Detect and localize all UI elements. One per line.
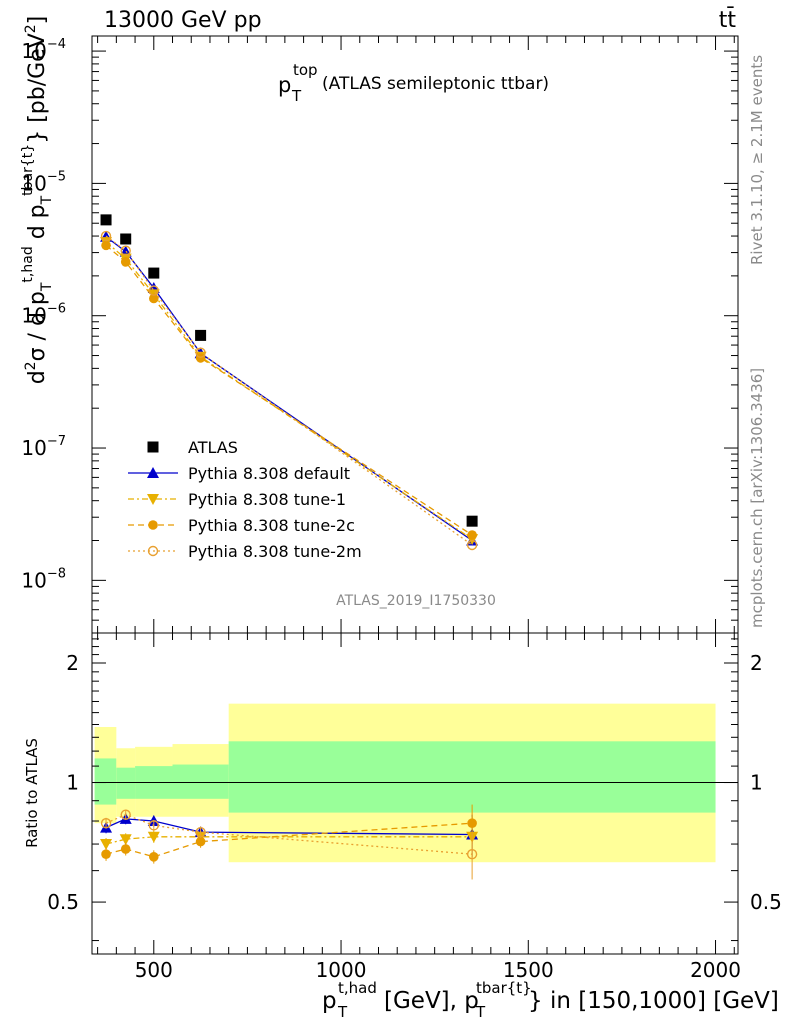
svg-text:tbar{t}: tbar{t} — [476, 979, 532, 997]
ratio-y-tick-label: 2 — [66, 651, 79, 675]
y-tick-label: 10−8 — [21, 566, 66, 592]
ratio-bands — [92, 703, 738, 863]
point-pythia-8-308-tune-2c — [101, 240, 111, 251]
svg-text:p: p — [278, 73, 291, 97]
point-atlas — [466, 515, 478, 527]
ratio-line-pythia-8-308-tune-1 — [105, 836, 473, 845]
y-tick-label: 10−5 — [21, 169, 66, 195]
legend-label: Pythia 8.308 default — [188, 464, 350, 483]
legend-entry-atlas: ATLAS — [147, 438, 238, 457]
energy-label: 13000 GeV pp — [104, 8, 262, 33]
ratio-y-tick-label: 0.5 — [47, 890, 79, 914]
ratio-point-pythia-8-308-tune-2c — [148, 852, 159, 862]
ratio-y-tick-label: 1 — [66, 771, 79, 795]
svg-text:} in [150,1000] [GeV]: } in [150,1000] [GeV] — [528, 988, 779, 1014]
point-pythia-8-308-tune-2m — [195, 347, 206, 358]
legend-label: Pythia 8.308 tune-2c — [188, 516, 355, 535]
ratio-point-pythia-8-308-tune-1 — [100, 839, 113, 851]
ratio-point-pythia-8-308-tune-2m — [148, 820, 159, 831]
y-tick-label: 10−7 — [21, 434, 66, 460]
point-atlas — [148, 267, 160, 279]
ratio-point-pythia-8-308-tune-2m — [195, 826, 206, 838]
rivet-label: Rivet 3.1.10, ≥ 2.1M events — [748, 55, 766, 265]
svg-text:d2σ / d pTt,had d pTtbar{t}} [: d2σ / d pTt,had d pTtbar{t}} [pb/GeV2] — [20, 16, 55, 385]
main-series-layer — [100, 214, 479, 551]
axis-ticks — [92, 36, 738, 954]
svg-text:T: T — [337, 1003, 348, 1021]
point-atlas — [120, 233, 132, 245]
ratio-band-green — [228, 741, 716, 813]
main-ylabel: d2σ / d pTt,had d pTtbar{t}} [pb/GeV2] — [20, 16, 55, 385]
legend-marker — [147, 467, 159, 478]
svg-text:T: T — [291, 87, 302, 105]
analysis-watermark: ATLAS_2019_I1750330 — [336, 593, 496, 609]
svg-text:top: top — [293, 61, 318, 79]
ratio-line-pythia-8-308-tune-2c — [105, 822, 473, 858]
legend-entry-pythia-8-308-tune-1: Pythia 8.308 tune-1 — [128, 490, 346, 509]
point-pythia-8-308-tune-2m — [466, 539, 478, 551]
point-pythia-8-308-tune-2c — [148, 293, 159, 304]
ratio-point-pythia-8-308-tune-2c — [195, 836, 206, 847]
mcplots-label: mcplots.cern.ch [arXiv:1306.3436] — [748, 368, 766, 628]
legend-entry-pythia-8-308-tune-2m: Pythia 8.308 tune-2m — [128, 542, 362, 561]
point-atlas — [100, 214, 112, 226]
ratio-point-pythia-8-308-tune-2m — [100, 817, 112, 829]
ratio-y-tick-label-right: 0.5 — [750, 890, 782, 914]
ratio-point-pythia-8-308-tune-1 — [147, 831, 160, 843]
series-line-pythia-8-308-tune-2m — [105, 235, 473, 546]
plot-title: p top T (ATLAS semileptonic ttbar) — [278, 61, 549, 105]
ratio-panel-frame — [91, 632, 739, 955]
ratio-point-pythia-8-308-tune-2m — [466, 848, 478, 860]
svg-text:[GeV], p: [GeV], p — [384, 988, 479, 1014]
ratio-point-pythia-8-308-tune-1 — [119, 834, 132, 846]
x-tick-label: 1500 — [503, 958, 554, 982]
ratio-y-tick-label-right: 2 — [750, 651, 763, 675]
ratio-point-pythia-8-308-tune-2c — [120, 844, 131, 854]
x-tick-label: 500 — [135, 958, 173, 982]
legend-label: ATLAS — [188, 438, 238, 457]
legend-marker — [148, 520, 158, 530]
y-tick-label: 10−6 — [21, 302, 66, 328]
legend-label: Pythia 8.308 tune-2m — [188, 542, 362, 561]
legend: ATLAS Pythia 8.308 default Pythia 8.308 tu… — [128, 438, 362, 561]
legend-label: Pythia 8.308 tune-1 — [188, 490, 346, 509]
point-pythia-8-308-tune-2m — [148, 285, 159, 296]
ratio-band-green — [172, 764, 229, 799]
legend-entry-pythia-8-308-default: Pythia 8.308 default — [128, 464, 350, 483]
x-tick-label: 1000 — [316, 958, 367, 982]
y-tick-label: 10−4 — [21, 37, 66, 63]
point-pythia-8-308-tune-2m — [100, 230, 112, 242]
legend-marker — [147, 545, 159, 557]
ratio-point-pythia-8-308-tune-2m — [120, 809, 131, 820]
legend-entry-pythia-8-308-tune-2c: Pythia 8.308 tune-2c — [128, 516, 355, 535]
ratio-band-green — [116, 767, 136, 799]
ratio-point-pythia-8-308-tune-2c — [101, 849, 111, 859]
point-pythia-8-308-tune-2m — [120, 245, 131, 256]
point-pythia-8-308-tune-2c — [120, 257, 131, 267]
legend-marker — [147, 494, 159, 505]
point-atlas — [195, 329, 207, 341]
axis-tick-labels: 500 1000 1500 2000 10−4 10−5 10−6 10−7 10−8 0.5 0.… — [21, 37, 781, 982]
svg-text:t,had: t,had — [338, 979, 377, 997]
x-axis-label: p T t,had [GeV], p T tbar{t} } in [150,1… — [322, 979, 779, 1021]
ratio-band-green — [94, 758, 117, 805]
ratio-ylabel: Ratio to ATLAS — [23, 738, 41, 848]
ratio-point-pythia-8-308-tune-2c — [467, 818, 477, 828]
x-tick-label: 2000 — [690, 958, 741, 982]
svg-text:p: p — [322, 988, 337, 1014]
svg-text:(ATLAS semileptonic ttbar): (ATLAS semileptonic ttbar) — [322, 74, 549, 94]
svg-text:T: T — [475, 1003, 486, 1021]
legend-marker — [147, 441, 159, 453]
ratio-series-layer — [100, 804, 479, 880]
process-label: tt̄ — [719, 7, 737, 33]
point-pythia-8-308-tune-2c — [467, 530, 477, 540]
ratio-y-tick-label-right: 1 — [750, 771, 763, 795]
